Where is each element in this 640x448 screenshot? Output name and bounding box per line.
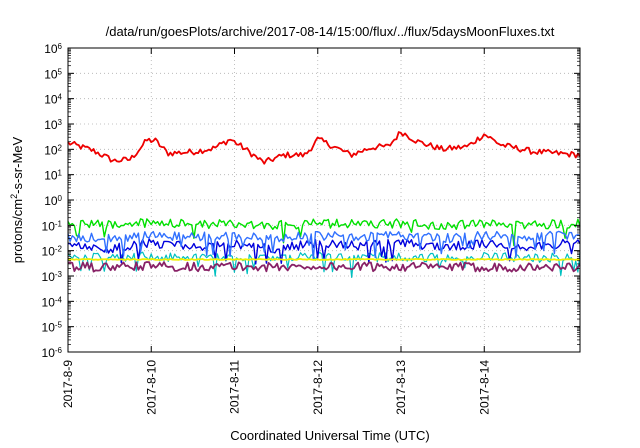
x-tick-label: 2017-8-13 — [394, 360, 408, 415]
x-tick-label: 2017-8-12 — [311, 360, 325, 415]
grid — [68, 48, 580, 352]
series-line-4 — [67, 238, 581, 265]
y-tick-label: 106 — [44, 42, 62, 57]
y-tick-label: 10-1 — [42, 219, 63, 234]
y-tick-label: 104 — [44, 92, 62, 107]
y-tick-label: 100 — [44, 194, 62, 209]
series-line-6 — [67, 257, 581, 261]
y-tick-label: 102 — [44, 143, 62, 158]
y-tick-label: 101 — [44, 168, 62, 183]
y-tick-label: 10-5 — [42, 320, 63, 335]
y-tick-label: 10-6 — [42, 346, 63, 361]
x-axis-label: Coordinated Universal Time (UTC) — [230, 428, 429, 443]
y-tick-label: 103 — [44, 118, 62, 133]
series-line-1 — [67, 131, 581, 165]
x-tick-label: 2017-8-11 — [228, 360, 242, 414]
series-group — [67, 131, 581, 278]
chart-title: /data/run/goesPlots/archive/2017-08-14/1… — [106, 24, 555, 39]
y-axis-label: protons/cm2-s-sr-MeV — [9, 136, 25, 263]
y-tick-label: 10-4 — [42, 295, 63, 310]
y-tick-label: 10-2 — [42, 244, 63, 259]
y-axis: 106 105 104 103 102 101 100 10-1 10-2 10-3 10-4 10-… — [42, 42, 580, 361]
x-tick-label: 2017-8-9 — [61, 360, 75, 408]
x-tick-label: 2017-8-10 — [144, 360, 158, 415]
series-line-7 — [67, 261, 581, 273]
y-tick-label: 105 — [44, 67, 62, 82]
series-line-2 — [67, 218, 581, 247]
x-axis: 2017-8-9 2017-8-10 2017-8-11 2017-8-12 2017-… — [61, 48, 491, 415]
x-tick-label: 2017-8-14 — [477, 360, 491, 415]
y-tick-label: 10-3 — [42, 270, 63, 285]
series-line-5 — [67, 230, 581, 261]
